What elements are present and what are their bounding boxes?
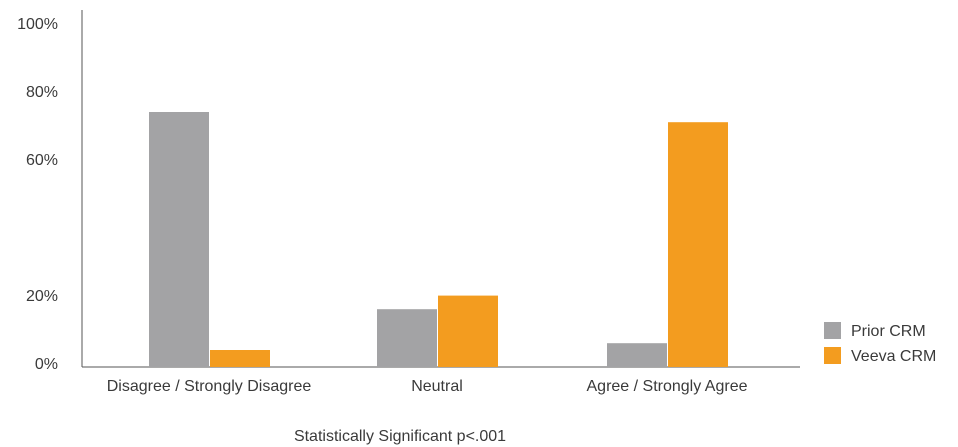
category-labels: Disagree / Strongly Disagree Neutral Agree… — [107, 378, 748, 395]
bar-prior-crm-2 — [607, 343, 667, 367]
legend-label: Veeva CRM — [851, 348, 936, 365]
bar-veeva-crm-0 — [210, 350, 270, 367]
bar-veeva-crm-2 — [668, 122, 728, 367]
legend-swatch-veeva-crm — [824, 347, 841, 364]
bar-prior-crm-0 — [149, 112, 209, 367]
y-tick-label: 80% — [26, 84, 58, 101]
footnote: Statistically Significant p<.001 — [294, 428, 506, 445]
bar-prior-crm-1 — [377, 309, 437, 367]
y-tick-label: 60% — [26, 152, 58, 169]
bar-veeva-crm-1 — [438, 295, 498, 367]
legend-label: Prior CRM — [851, 323, 926, 340]
category-label: Disagree / Strongly Disagree — [107, 378, 312, 395]
y-tick-label: 20% — [26, 288, 58, 305]
legend: Prior CRM Veeva CRM — [824, 322, 936, 365]
category-label: Neutral — [411, 378, 463, 395]
bars — [149, 112, 728, 367]
y-tick-labels: 0% 20% 60% 80% 100% — [17, 16, 58, 373]
legend-swatch-prior-crm — [824, 322, 841, 339]
category-label: Agree / Strongly Agree — [587, 378, 748, 395]
y-tick-label: 100% — [17, 16, 58, 33]
y-tick-label: 0% — [35, 356, 58, 373]
